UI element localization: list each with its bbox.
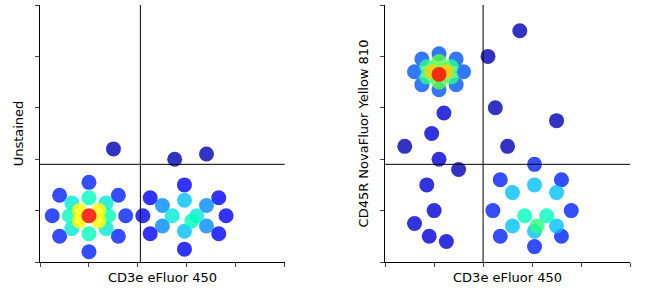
svg-text:CD45R NovaFluor Yellow 810: CD45R NovaFluor Yellow 810 xyxy=(356,40,371,228)
svg-text:Unstained: Unstained xyxy=(11,101,26,167)
svg-text:CD3e eFluor 450: CD3e eFluor 450 xyxy=(108,270,217,285)
svg-text:CD3e eFluor 450: CD3e eFluor 450 xyxy=(453,270,562,285)
